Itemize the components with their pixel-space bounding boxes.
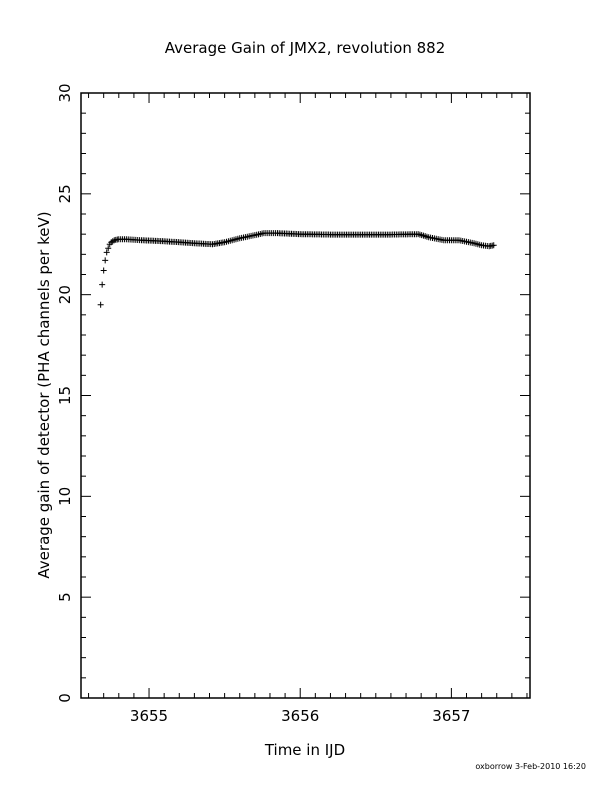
x-tick-label: 3656 bbox=[281, 707, 319, 725]
x-axis-label: Time in IJD bbox=[264, 741, 345, 759]
chart-title: Average Gain of JMX2, revolution 882 bbox=[165, 39, 446, 57]
data-points bbox=[97, 230, 497, 308]
y-tick-label: 25 bbox=[56, 184, 74, 203]
data-point-plus bbox=[490, 242, 497, 249]
y-axis-label: Average gain of detector (PHA channels p… bbox=[35, 211, 53, 578]
y-tick-label: 0 bbox=[56, 693, 74, 703]
x-tick-label: 3655 bbox=[130, 707, 168, 725]
plot-frame bbox=[80, 92, 531, 699]
data-point-plus bbox=[99, 281, 106, 288]
data-point-plus bbox=[105, 245, 112, 252]
footer-stamp: oxborrow 3-Feb-2010 16:20 bbox=[475, 762, 586, 771]
y-tick-label: 15 bbox=[56, 386, 74, 405]
y-tick-label: 10 bbox=[56, 487, 74, 506]
data-point-plus bbox=[102, 257, 109, 264]
y-tick-label: 20 bbox=[56, 285, 74, 304]
x-tick-label: 3657 bbox=[432, 707, 470, 725]
data-point-plus bbox=[103, 249, 110, 256]
data-point-plus bbox=[100, 267, 107, 274]
x-axis-ticks: 3655 3656 3657 bbox=[88, 93, 528, 725]
data-point-plus bbox=[97, 301, 104, 308]
y-tick-label: 5 bbox=[56, 592, 74, 602]
y-tick-label: 30 bbox=[56, 83, 74, 102]
y-axis-ticks: 0 5 10 15 20 25 30 bbox=[56, 83, 530, 703]
